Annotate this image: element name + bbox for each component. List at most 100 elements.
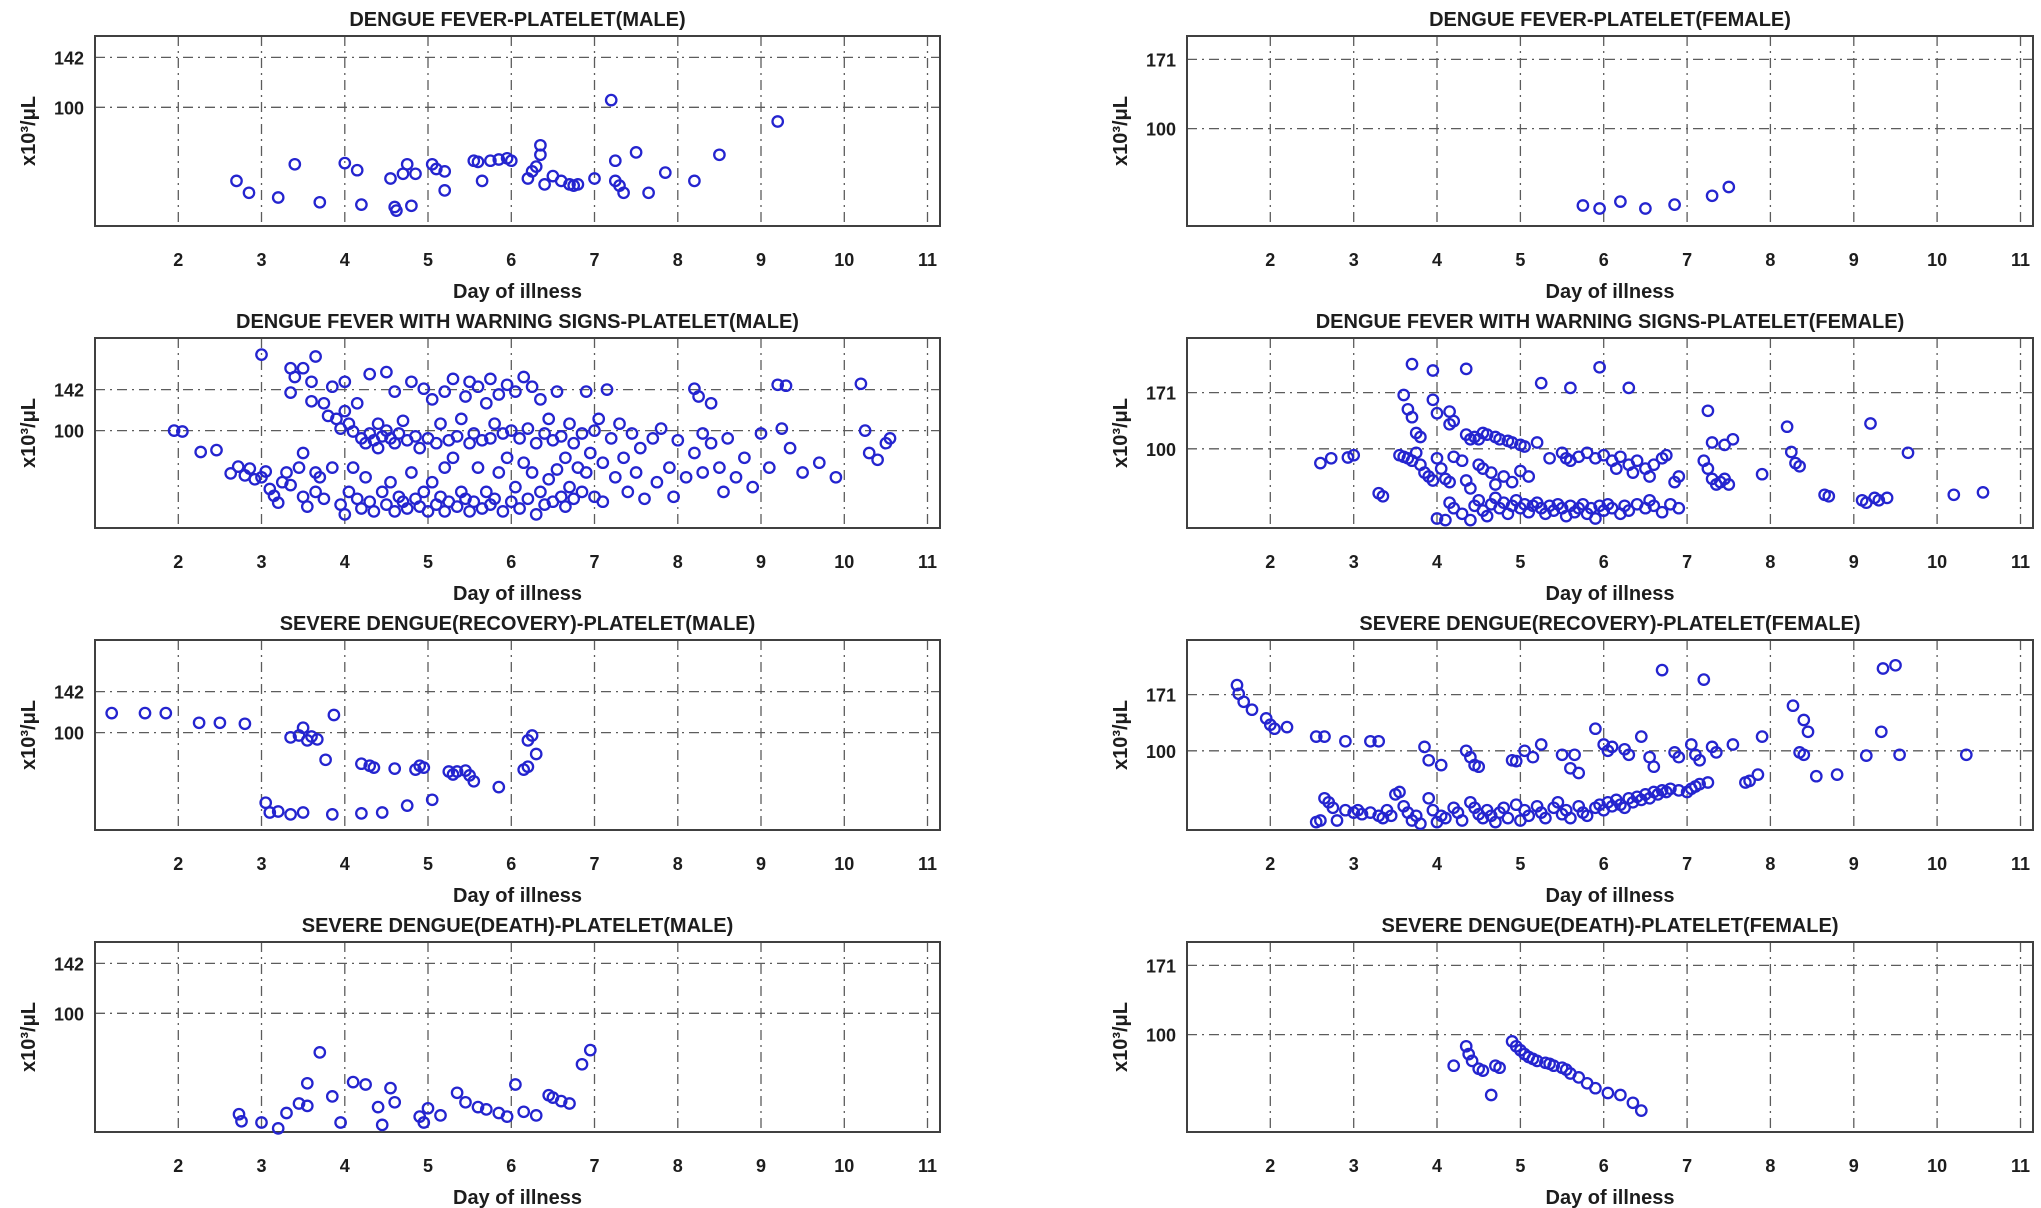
x-tick-label: 10 (1927, 250, 1947, 270)
data-point (492, 153, 506, 166)
data-point (559, 500, 572, 513)
x-tick-label: 11 (918, 1156, 937, 1176)
data-point (1464, 513, 1477, 527)
data-point (529, 436, 543, 450)
x-tick-label: 4 (1432, 854, 1442, 874)
data-point (762, 461, 776, 474)
data-point (704, 396, 718, 410)
data-point (355, 502, 368, 515)
data-point (721, 432, 735, 445)
subplot-dengue-fever-female: 2 3 4 5 6 7 8 9 10 11 171 100 DENGUE FEVER-PLATELET(… (1020, 0, 2041, 302)
x-tick-label: 4 (1432, 552, 1442, 572)
data-point (667, 490, 680, 504)
data-point (1443, 475, 1456, 489)
data-point (309, 485, 322, 499)
data-point (242, 186, 256, 200)
x-tick-label: 3 (1349, 1156, 1359, 1176)
x-tick-label: 5 (1515, 552, 1525, 572)
data-point (417, 382, 431, 396)
data-point (871, 453, 884, 467)
data-point (230, 174, 243, 188)
data-point (1705, 436, 1719, 449)
data-point (1530, 1054, 1544, 1068)
data-point (392, 427, 406, 440)
data-point (538, 498, 551, 511)
data-point (271, 805, 285, 818)
subplot-severe-death-male: 2 3 4 5 6 7 8 9 10 11 142 100 SEVERE DENGUE(DEATH)-P… (0, 906, 1020, 1208)
x-tick-label: 8 (1765, 854, 1775, 874)
y-axis-label: x10³/μL (1110, 96, 1132, 166)
data-point (296, 721, 310, 735)
data-point (317, 492, 331, 506)
data-point (1605, 501, 1619, 515)
data-point (617, 186, 630, 200)
data-point (284, 731, 297, 744)
data-point (405, 375, 418, 389)
data-point (1722, 478, 1736, 491)
data-point (1947, 488, 1961, 502)
data-point (317, 396, 331, 410)
data-point (608, 470, 622, 484)
data-point (271, 191, 285, 204)
data-point (862, 446, 876, 460)
data-point (1564, 381, 1577, 395)
data-point (663, 461, 676, 474)
data-point (359, 1078, 372, 1091)
data-point (1876, 662, 1890, 675)
data-point (359, 470, 372, 484)
data-point (1614, 450, 1627, 464)
plot-box (94, 35, 941, 227)
data-point (1859, 749, 1873, 762)
x-tick-label: 11 (2011, 250, 2030, 270)
y-axis-label: x10³/μL (18, 1002, 40, 1072)
data-point (642, 186, 655, 200)
x-tick-label: 11 (2011, 552, 2030, 572)
x-tick-label: 6 (1599, 250, 1609, 270)
data-point (232, 1107, 246, 1121)
data-point (542, 412, 556, 426)
x-tick-label: 7 (1682, 854, 1692, 874)
data-point (384, 172, 397, 185)
x-tick-label: 7 (589, 1156, 599, 1176)
data-point (1509, 754, 1523, 768)
data-point (471, 155, 485, 169)
data-point (371, 1100, 385, 1114)
data-point (1472, 760, 1486, 774)
data-point (1314, 814, 1327, 827)
data-point (471, 1100, 485, 1114)
x-tick-label: 3 (1349, 552, 1359, 572)
data-point (1647, 458, 1661, 472)
data-point (1341, 451, 1355, 464)
data-point (746, 480, 760, 494)
x-tick-label: 7 (1682, 1156, 1692, 1176)
data-point (384, 1081, 397, 1095)
data-point (484, 432, 497, 445)
x-tick-label: 5 (423, 552, 433, 572)
data-point (1830, 768, 1844, 781)
data-point (1801, 725, 1815, 739)
data-point (248, 472, 262, 486)
data-point (1326, 801, 1340, 815)
data-point (1314, 456, 1327, 470)
y-axis-label: x10³/μL (18, 700, 40, 770)
data-point (713, 148, 726, 162)
data-point (779, 379, 793, 393)
data-point (517, 456, 531, 470)
data-point (1626, 1096, 1640, 1110)
data-point (1497, 470, 1511, 483)
data-point (1462, 1047, 1476, 1061)
data-point (1976, 486, 1990, 499)
data-point (1530, 436, 1544, 449)
data-point (338, 508, 352, 521)
data-point (310, 733, 324, 746)
data-point (509, 385, 522, 398)
data-point (1701, 404, 1715, 418)
data-point (309, 350, 322, 363)
data-point (1672, 750, 1686, 764)
data-point (1430, 451, 1444, 465)
data-point (434, 1109, 447, 1122)
data-point (1597, 448, 1611, 462)
y-tick-label: 100 (54, 422, 84, 442)
data-point (409, 167, 422, 181)
data-point (629, 466, 643, 479)
